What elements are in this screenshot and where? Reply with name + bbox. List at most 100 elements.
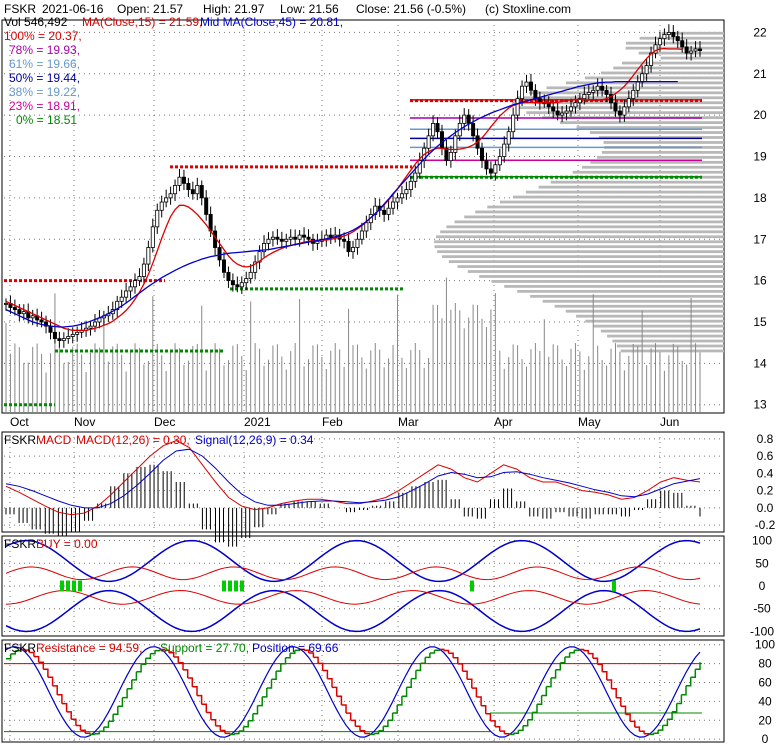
volume-profile-bar	[467, 270, 724, 273]
stochastic-step	[406, 678, 412, 689]
volume-profile-bar	[504, 285, 724, 288]
macd-params: MACD(12,26) = 0.30,	[76, 433, 190, 447]
candle-body	[119, 296, 124, 302]
candle-body	[75, 331, 80, 335]
stochastic-step	[374, 730, 380, 735]
candle-body	[622, 106, 627, 116]
price-tick-label: 22	[753, 25, 767, 39]
stochastic-step	[285, 653, 291, 659]
candle-body	[239, 282, 244, 288]
stochastic-step	[681, 685, 687, 696]
header-close: Close: 21.56 (-0.5%)	[356, 2, 466, 16]
candle-body	[150, 226, 155, 248]
candle-body	[168, 193, 173, 199]
stochastic-step	[387, 713, 394, 722]
x-tick-label: Apr	[494, 415, 513, 429]
candle-body	[128, 286, 133, 292]
candle-body	[524, 81, 529, 87]
volume-profile-bar	[603, 141, 724, 144]
candle-body	[181, 176, 186, 184]
stochastic-step	[266, 679, 273, 689]
volume-profile-bar	[475, 210, 724, 214]
stochastic-step	[75, 724, 82, 731]
fib-level-0: 0% = 18.51	[16, 113, 77, 127]
price-tick-label: 18	[753, 191, 767, 205]
candle-body	[230, 280, 235, 286]
candle-body	[431, 123, 436, 137]
stochastic-step	[332, 686, 338, 697]
x-tick-label: Mar	[398, 415, 419, 429]
candle-body	[159, 201, 164, 211]
candle-body	[195, 185, 200, 195]
stochastic-step	[644, 733, 650, 735]
candle-body	[493, 164, 498, 174]
candle-body	[680, 40, 685, 48]
candle-body	[244, 278, 249, 284]
osc-tick-label: 40	[758, 694, 772, 708]
candle-body	[568, 106, 573, 112]
volume-profile-bar	[585, 319, 724, 323]
stochastic-step	[499, 730, 506, 734]
stochastic-step	[248, 713, 254, 722]
candle-body	[520, 85, 525, 100]
stochastic-step	[560, 657, 566, 664]
candle-body	[471, 123, 476, 137]
stochastic-step	[304, 649, 310, 653]
stochastic-step	[136, 664, 142, 673]
volume-profile-bar	[559, 121, 724, 124]
candle-body	[586, 91, 591, 95]
stochastic-step	[537, 695, 543, 705]
stochastic-step	[569, 650, 575, 654]
stochastic-step	[29, 651, 35, 657]
buy-signal-marker	[240, 580, 244, 592]
buy-tick-label: 0	[759, 579, 766, 593]
candle-body	[199, 185, 204, 199]
volume-profile-bar	[440, 230, 724, 234]
oscillator-panel-frame	[1, 639, 725, 743]
stochastic-step	[6, 653, 12, 660]
volume-profile-bar	[598, 136, 724, 139]
buy-lower-band	[5, 589, 701, 633]
buy-tick-label: 100	[752, 534, 772, 548]
volume-profile-bar	[612, 339, 724, 343]
stochastic-step	[541, 686, 548, 697]
volume-profile-bar	[512, 101, 724, 105]
candle-body	[546, 102, 551, 108]
fib-level-78: 78% = 19.93,	[9, 43, 80, 57]
candle-body	[355, 238, 360, 248]
ma45-line	[5, 80, 678, 328]
price-tick-label: 15	[753, 315, 767, 329]
volume-profile-bar	[546, 86, 724, 90]
stochastic-step	[47, 676, 54, 686]
stochastic-step	[378, 726, 385, 732]
stochastic-step	[224, 732, 231, 735]
buy-signal-marker	[234, 580, 238, 592]
stochastic-step	[686, 677, 692, 687]
volume-profile-bar	[512, 195, 724, 199]
stochastic-step	[201, 703, 208, 713]
candle-body	[551, 106, 556, 112]
stochastic-step	[169, 651, 175, 657]
candle-body	[315, 240, 320, 244]
buy-tick-label: -50	[753, 602, 771, 616]
volume-profile-bar	[621, 61, 724, 65]
volume-profile-bar	[442, 255, 724, 259]
ma15-label: MA(Close,15) = 21.59,	[82, 15, 202, 29]
header-ticker: FSKR	[4, 2, 36, 16]
osc-tick-label: 100	[755, 638, 775, 652]
candle-body	[577, 98, 582, 104]
stochastic-step	[434, 649, 440, 652]
stochastic-step	[89, 733, 96, 736]
volume-profile-bar	[661, 31, 724, 35]
candle-body	[502, 143, 507, 157]
volume-profile-bar	[620, 349, 724, 353]
stochastic-step	[672, 703, 678, 713]
candle-body	[39, 319, 44, 323]
candle-body	[364, 222, 369, 232]
candle-body	[133, 280, 138, 288]
stochastic-step	[178, 662, 184, 670]
stochastic-step	[150, 650, 156, 655]
candle-body	[226, 271, 231, 282]
stochastic-step	[38, 661, 45, 670]
candle-body	[484, 160, 489, 170]
